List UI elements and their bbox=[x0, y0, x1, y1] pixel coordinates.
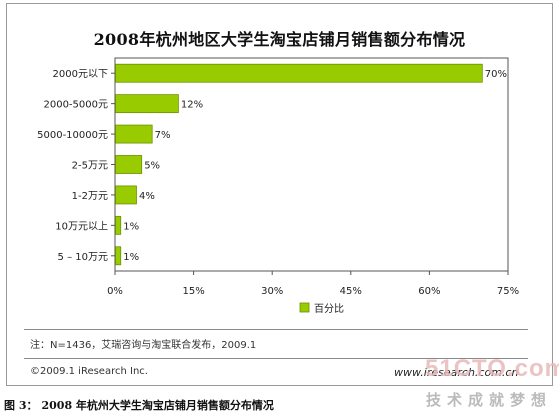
website-text: www.iresearch.com.cn bbox=[394, 366, 519, 379]
bar bbox=[115, 155, 143, 174]
chart-title: 2008年杭州地区大学生淘宝店铺月销售额分布情况 bbox=[93, 30, 466, 49]
figure-caption: 图 3： 2008 年杭州大学生淘宝店铺月销售额分布情况 bbox=[4, 397, 274, 413]
category-label: 10万元以上 bbox=[55, 220, 108, 232]
category-label: 2000-5000元 bbox=[43, 100, 108, 111]
legend-label: 百分比 bbox=[314, 303, 344, 315]
x-tick-label: 0% bbox=[107, 286, 123, 297]
divider-top bbox=[24, 329, 528, 330]
data-label: 7% bbox=[155, 130, 171, 141]
bar bbox=[115, 246, 122, 266]
x-tick-label: 75% bbox=[497, 286, 519, 297]
data-label: 1% bbox=[123, 221, 139, 232]
data-label: 4% bbox=[139, 191, 155, 202]
category-label: 1-2万元 bbox=[72, 191, 108, 202]
plot-area bbox=[114, 57, 509, 272]
figure-caption-text: 2008 年杭州大学生淘宝店铺月销售额分布情况 bbox=[41, 399, 274, 412]
data-label: 5% bbox=[144, 161, 160, 172]
category-label: 2-5万元 bbox=[72, 161, 108, 172]
watermark-logo: 51CTO.com bbox=[425, 355, 559, 382]
data-label: 70% bbox=[485, 69, 507, 80]
x-tick-label: 45% bbox=[340, 286, 362, 297]
category-label: 5000-10000元 bbox=[37, 130, 108, 141]
bar bbox=[115, 63, 483, 83]
data-label: 12% bbox=[181, 100, 203, 111]
divider-bottom bbox=[24, 358, 528, 359]
bar bbox=[115, 124, 153, 144]
copyright-text: ©2009.1 iResearch Inc. bbox=[30, 366, 148, 377]
figure-number: 图 3： bbox=[4, 399, 38, 412]
watermark-slogan: 技术成就梦想 bbox=[426, 391, 553, 409]
x-tick-label: 60% bbox=[418, 286, 440, 297]
category-label: 2000元以下 bbox=[53, 69, 108, 80]
x-tick-label: 15% bbox=[182, 286, 204, 297]
bar bbox=[115, 215, 122, 235]
bar bbox=[115, 94, 179, 114]
bar bbox=[115, 185, 137, 205]
category-label: 5 – 10万元 bbox=[58, 252, 108, 263]
x-tick-label: 30% bbox=[261, 286, 283, 297]
source-note: 注：N=1436，艾瑞咨询与淘宝联合发布，2009.1 bbox=[30, 340, 257, 351]
data-label: 1% bbox=[123, 252, 139, 263]
legend-swatch bbox=[299, 302, 310, 313]
